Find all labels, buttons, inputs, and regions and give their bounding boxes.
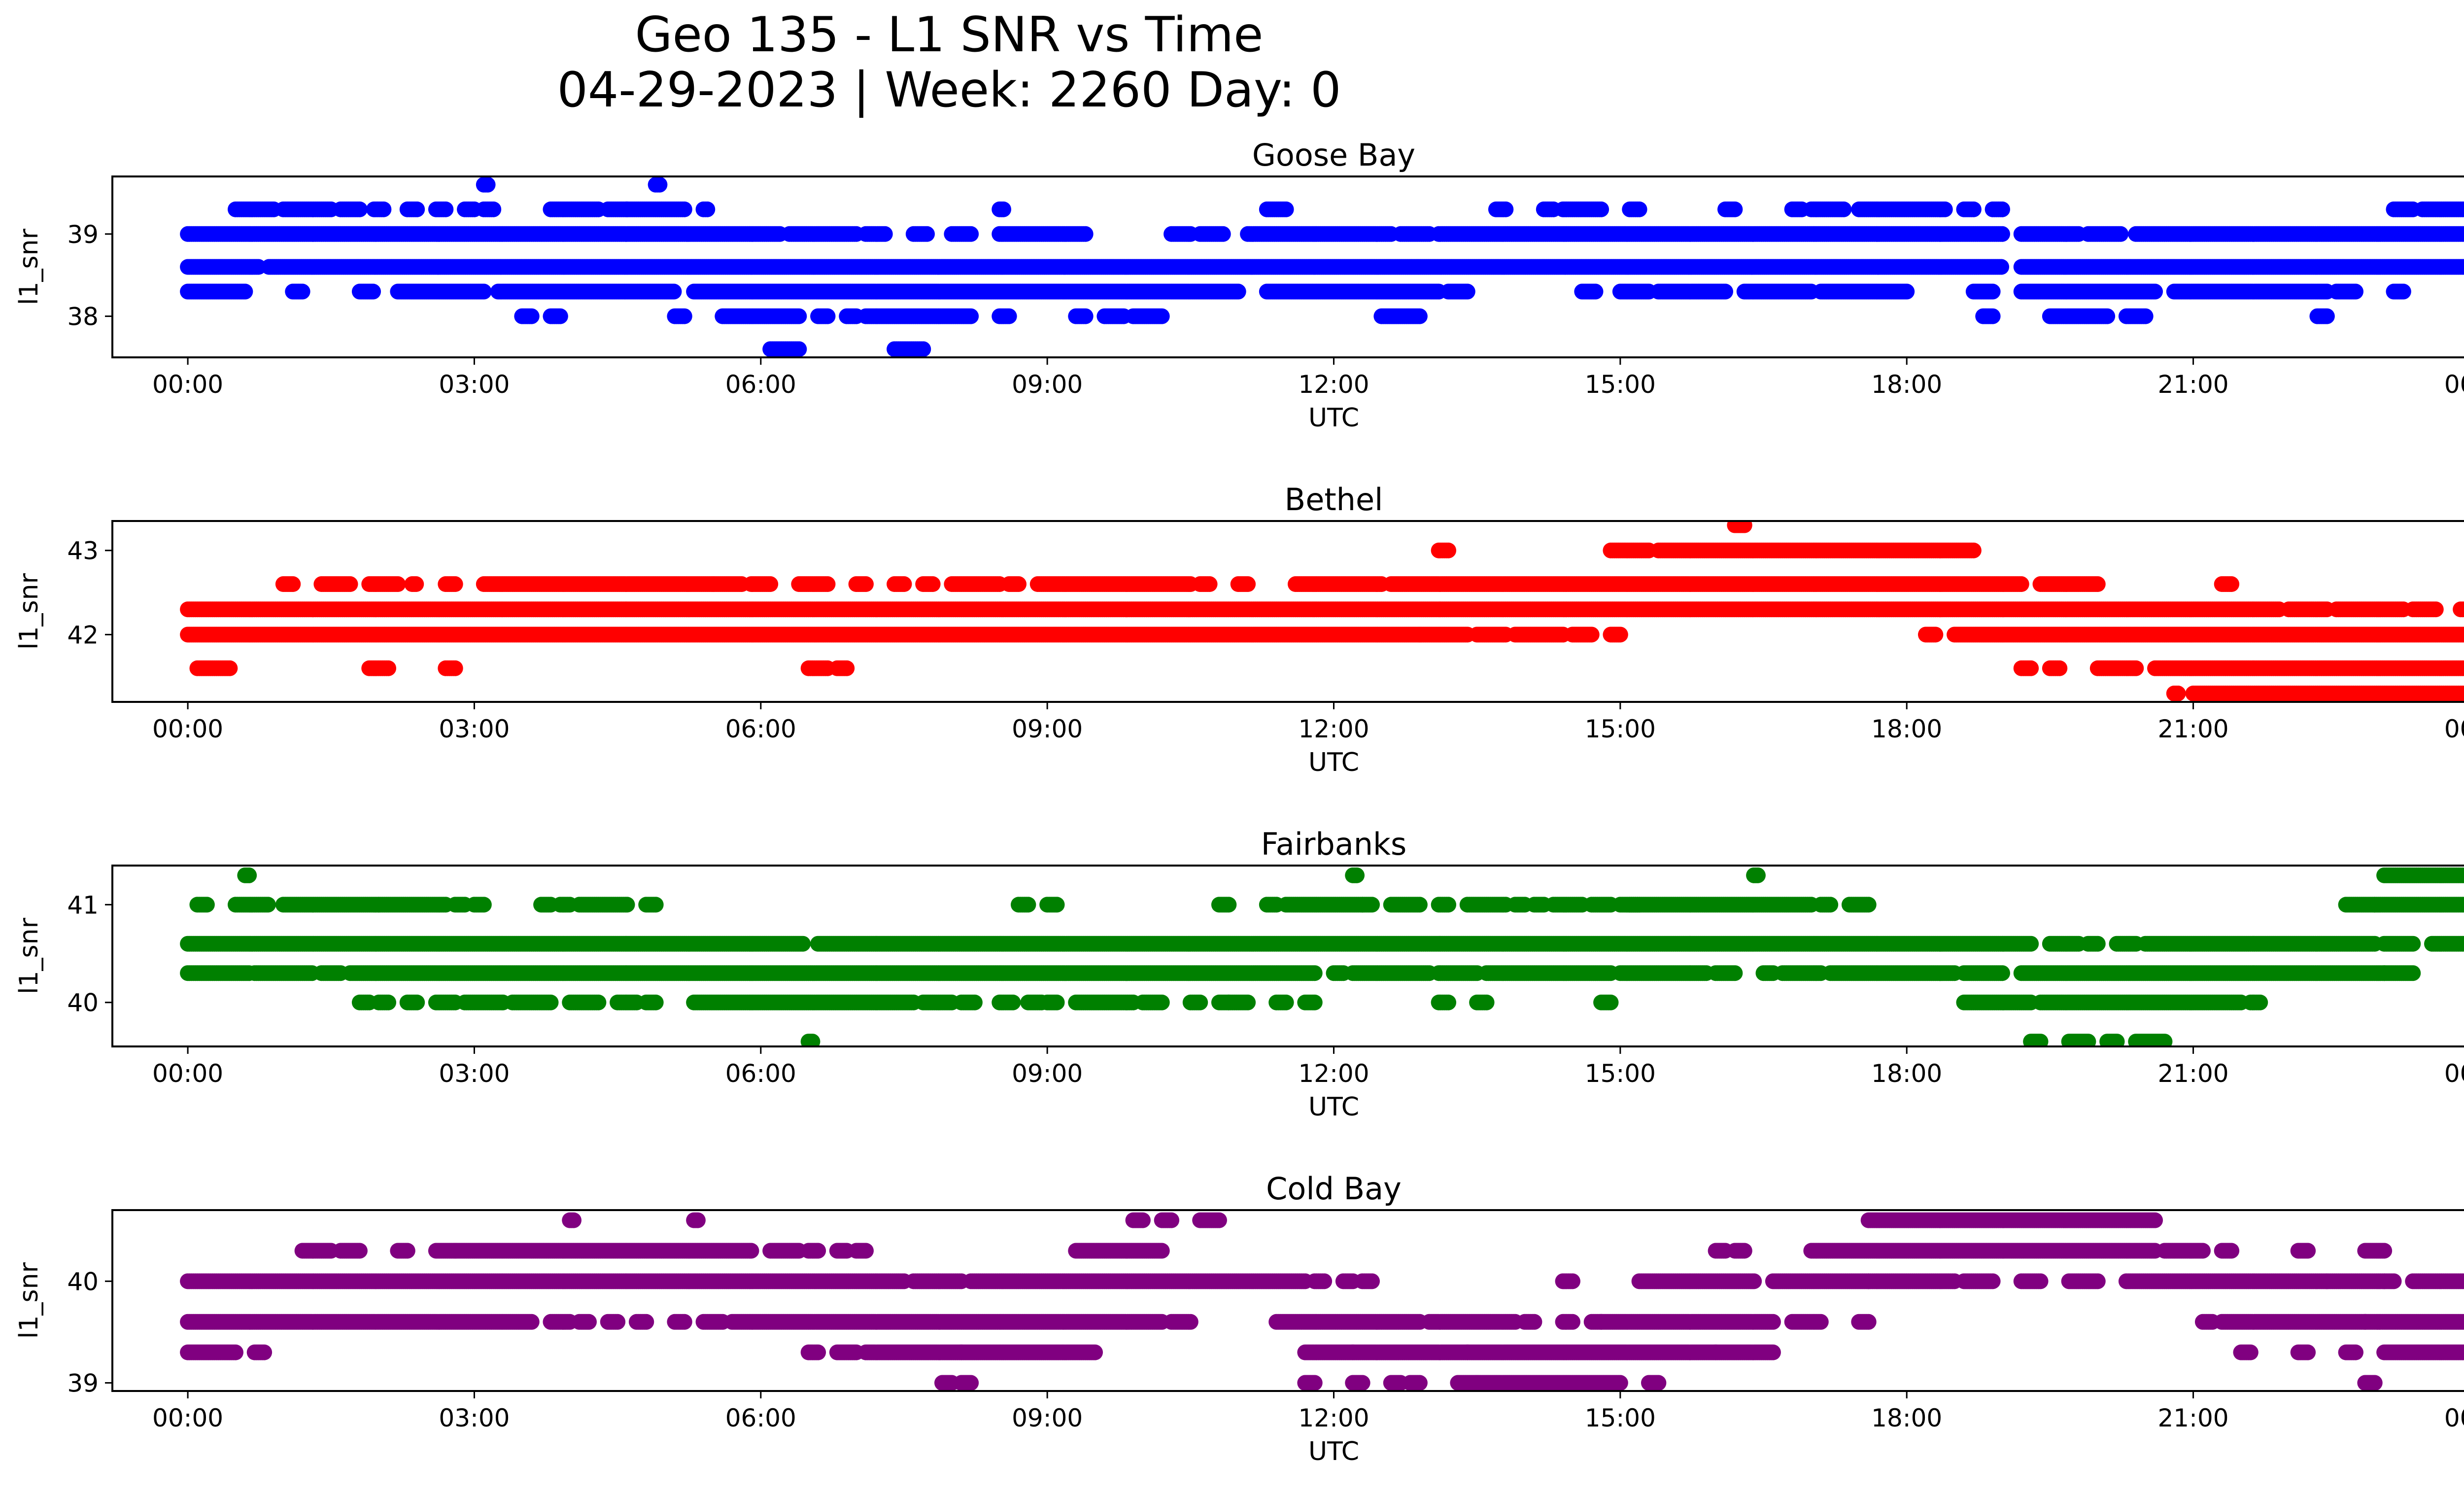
scatter-point — [1230, 283, 1246, 300]
scatter-point — [1587, 283, 1604, 300]
scatter-point — [2113, 226, 2129, 242]
scatter-point — [1993, 259, 2010, 275]
scatter-point — [1498, 201, 1514, 217]
x-tick-label: 03:00 — [439, 370, 510, 399]
scatter-points — [180, 521, 2464, 701]
scatter-point — [1154, 308, 1170, 324]
scatter-point — [2462, 204, 2464, 214]
scatter-point — [1899, 283, 1915, 300]
scatter-point — [365, 283, 381, 300]
series-level-38 — [514, 308, 2335, 324]
scatter-point — [1278, 201, 1294, 217]
series-level-42 — [180, 626, 2464, 643]
scatter-point — [1985, 283, 2001, 300]
scatter-point — [2395, 283, 2411, 300]
x-tick-label: 15:00 — [1585, 370, 1656, 399]
scatter-point — [438, 201, 454, 217]
scatter-point — [552, 308, 568, 324]
scatter-point — [963, 308, 979, 324]
scatter-point — [915, 341, 931, 357]
scatter-point — [2428, 601, 2444, 618]
scatter-point — [699, 201, 716, 217]
scatter-point — [1077, 308, 1094, 324]
x-tick-label: 06:00 — [725, 370, 796, 399]
scatter-point — [1994, 201, 2010, 217]
series-level-42_3 — [180, 601, 2464, 618]
scatter-point — [2099, 308, 2116, 324]
scatter-point — [919, 226, 935, 242]
scatter-point — [485, 201, 502, 217]
subplots: Goose Bay 00:00 03:00 06:00 09:00 12:00 15:00 1… — [14, 137, 2464, 1466]
y-tick-label: 38 — [67, 303, 99, 331]
x-tick-label: 18:00 — [1871, 370, 1942, 399]
scatter-point — [1985, 308, 2001, 324]
series-level-37_6 — [762, 341, 931, 357]
scatter-point — [1727, 201, 1743, 217]
series-level-38_6 — [180, 259, 2464, 275]
scatter-point — [1631, 201, 1647, 217]
scatter-point — [351, 201, 368, 217]
scatter-point — [676, 308, 692, 324]
subplot-goose-bay: Goose Bay 00:00 03:00 06:00 09:00 12:00 15:00 1… — [14, 137, 2464, 433]
scatter-point — [1937, 201, 1953, 217]
scatter-point — [1593, 201, 1609, 217]
scatter-point — [2147, 283, 2163, 300]
scatter-points — [180, 176, 2464, 357]
y-axis-label: l1_snr — [14, 228, 44, 305]
scatter-point — [2462, 229, 2464, 239]
scatter-point — [476, 283, 492, 300]
scatter-point — [963, 226, 979, 242]
scatter-point — [1215, 226, 1231, 242]
x-tick-label: 00:00 — [2444, 370, 2464, 399]
scatter-point — [237, 283, 253, 300]
scatter-point — [1411, 308, 1428, 324]
x-tick-label: 21:00 — [2158, 370, 2229, 399]
scatter-point — [1077, 226, 1094, 242]
scatter-point — [376, 201, 392, 217]
scatter-point — [676, 201, 692, 217]
scatter-point — [820, 308, 836, 324]
subplot-title: Goose Bay — [1252, 137, 1415, 173]
subplot-title: Bethel — [1285, 482, 1383, 518]
scatter-point — [1001, 308, 1017, 324]
scatter-point — [294, 283, 310, 300]
scatter-point — [2137, 308, 2154, 324]
scatter-point — [666, 283, 682, 300]
scatter-point — [2319, 308, 2335, 324]
scatter-point — [1836, 201, 1852, 217]
x-axis-label: UTC — [1308, 403, 1359, 433]
scatter-point — [1459, 283, 1475, 300]
scatter-point — [523, 308, 540, 324]
scatter-point — [877, 226, 893, 242]
scatter-point — [479, 176, 496, 193]
scatter-point — [409, 201, 425, 217]
scatter-point — [1965, 201, 1982, 217]
series-level-38_3 — [180, 283, 2363, 300]
scatter-point — [995, 201, 1012, 217]
series-level-39_3 — [227, 201, 2464, 217]
scatter-point — [791, 308, 807, 324]
scatter-point — [2462, 604, 2464, 615]
scatter-point — [2347, 283, 2363, 300]
x-tick-label: 09:00 — [1012, 370, 1083, 399]
x-tick-label: 00:00 — [152, 370, 223, 399]
series-level-39_6 — [476, 176, 668, 193]
figure-title-line2: 04-29-2023 | Week: 2260 Day: 0 — [557, 62, 1341, 118]
scatter-point — [791, 341, 807, 357]
x-tick-label: 12:00 — [1298, 370, 1369, 399]
scatter-point — [2462, 262, 2464, 272]
series-level-38_3 — [2386, 283, 2411, 300]
y-tick-label: 39 — [67, 220, 99, 249]
scatter-point — [1717, 283, 1734, 300]
scatter-point — [651, 176, 668, 193]
figure-title-line1: Geo 135 - L1 SNR vs Time — [635, 7, 1264, 63]
scatter-point — [1994, 226, 2010, 242]
series-level-39 — [180, 226, 2464, 242]
